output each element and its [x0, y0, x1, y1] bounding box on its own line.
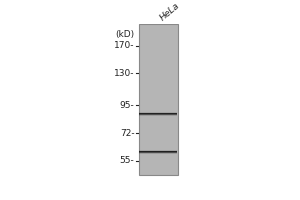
- Bar: [139, 153, 176, 154]
- Bar: [139, 115, 176, 116]
- Bar: [139, 114, 176, 115]
- Bar: [139, 153, 176, 154]
- Bar: [139, 113, 176, 114]
- Text: 95-: 95-: [120, 101, 134, 110]
- Bar: [139, 24, 178, 175]
- Bar: [139, 115, 176, 116]
- Text: (kD): (kD): [115, 30, 134, 39]
- Bar: [139, 113, 176, 114]
- Bar: [139, 151, 176, 152]
- Bar: [139, 151, 176, 152]
- Text: 130-: 130-: [114, 69, 134, 78]
- Text: HeLa: HeLa: [158, 1, 182, 22]
- Text: 72-: 72-: [120, 129, 134, 138]
- Bar: [139, 152, 176, 153]
- Bar: [139, 150, 176, 151]
- Text: 170-: 170-: [114, 41, 134, 50]
- Text: 55-: 55-: [120, 156, 134, 165]
- Bar: [139, 112, 176, 113]
